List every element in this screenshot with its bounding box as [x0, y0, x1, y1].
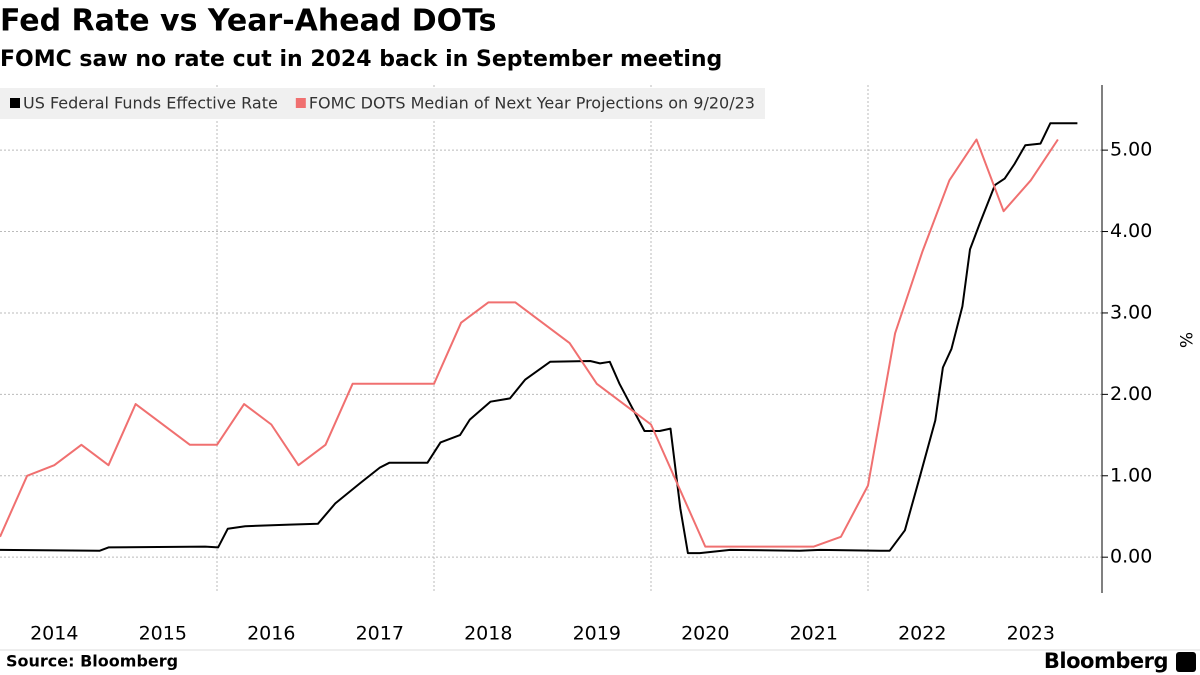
chart-subtitle: FOMC saw no rate cut in 2024 back in Sep… [0, 47, 722, 72]
legend-swatch [10, 98, 20, 108]
y-axis-label: % [1175, 332, 1195, 348]
legend: US Federal Funds Effective Rate FOMC DOTS… [0, 88, 765, 119]
brand: Bloomberg [1044, 649, 1168, 673]
source: Source: Bloomberg [6, 652, 178, 671]
x-tick-label: 2018 [464, 623, 512, 645]
x-tick-label: 2020 [681, 623, 729, 645]
y-tick-label: 4.00 [1110, 220, 1152, 242]
x-tick-label: 2014 [30, 623, 78, 645]
y-tick-label: 1.00 [1110, 464, 1152, 486]
x-tick-label: 2022 [898, 623, 946, 645]
series-line [0, 122, 1078, 555]
legend-label: US Federal Funds Effective Rate [23, 94, 278, 113]
x-tick-label: 2017 [356, 623, 404, 645]
legend-label: FOMC DOTS Median of Next Year Projection… [309, 94, 755, 113]
y-tick-label: 0.00 [1110, 546, 1152, 568]
x-tick-label: 2021 [790, 623, 838, 645]
x-tick-label: 2016 [247, 623, 295, 645]
x-tick-label: 2015 [139, 623, 187, 645]
chart-title: Fed Rate vs Year-Ahead DOTs [0, 4, 497, 39]
legend-swatch [295, 98, 306, 108]
x-tick-label: 2023 [1007, 623, 1055, 645]
brand-icon [1176, 652, 1196, 672]
legend-background [0, 88, 765, 119]
y-tick-label: 2.00 [1110, 383, 1152, 405]
x-tick-label: 2019 [573, 623, 621, 645]
y-tick-label: 5.00 [1110, 139, 1152, 161]
y-tick-label: 3.00 [1110, 301, 1152, 323]
series-line [0, 138, 1059, 548]
